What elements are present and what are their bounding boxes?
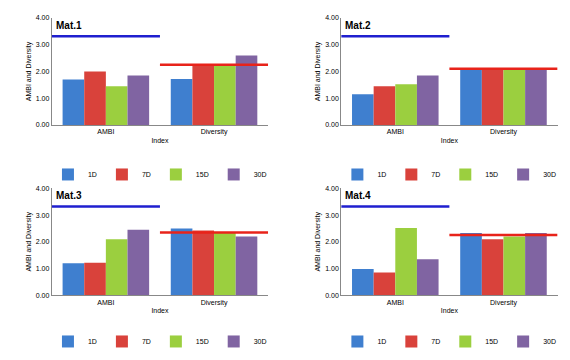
svg-text:15D: 15D [196, 338, 209, 345]
svg-text:1.00: 1.00 [36, 95, 50, 102]
svg-text:Mat.3: Mat.3 [56, 190, 82, 201]
svg-text:AMBI and Diversity: AMBI and Diversity [25, 41, 33, 101]
svg-text:7D: 7D [142, 338, 151, 345]
svg-text:7D: 7D [142, 171, 151, 178]
svg-text:Index: Index [441, 137, 459, 144]
svg-text:AMBI and Diversity: AMBI and Diversity [314, 212, 322, 272]
svg-text:3.00: 3.00 [325, 41, 339, 48]
svg-text:7D: 7D [431, 171, 440, 178]
svg-text:1.00: 1.00 [36, 265, 50, 272]
svg-text:1.00: 1.00 [325, 95, 339, 102]
svg-text:AMBI and Diversity: AMBI and Diversity [314, 41, 322, 101]
svg-text:2.00: 2.00 [36, 68, 50, 75]
svg-text:Mat.4: Mat.4 [345, 190, 371, 201]
svg-text:1D: 1D [88, 338, 97, 345]
svg-text:4.00: 4.00 [325, 185, 339, 192]
svg-text:3.00: 3.00 [36, 41, 50, 48]
svg-text:1D: 1D [377, 338, 386, 345]
svg-text:AMBI: AMBI [97, 128, 114, 135]
svg-text:AMBI: AMBI [387, 299, 404, 306]
svg-text:1.00: 1.00 [325, 265, 339, 272]
svg-text:Diversity: Diversity [201, 299, 228, 307]
svg-text:2.00: 2.00 [36, 238, 50, 245]
svg-text:4.00: 4.00 [36, 14, 50, 21]
svg-text:AMBI: AMBI [387, 128, 404, 135]
svg-text:Index: Index [151, 137, 169, 144]
svg-text:7D: 7D [431, 338, 440, 345]
svg-text:0.00: 0.00 [325, 292, 339, 299]
svg-text:15D: 15D [485, 171, 498, 178]
svg-text:Mat.1: Mat.1 [56, 20, 82, 31]
svg-text:3.00: 3.00 [36, 212, 50, 219]
svg-text:30D: 30D [543, 171, 556, 178]
svg-text:Diversity: Diversity [490, 299, 517, 307]
svg-text:3.00: 3.00 [325, 212, 339, 219]
svg-text:AMBI: AMBI [97, 299, 114, 306]
svg-text:30D: 30D [543, 338, 556, 345]
svg-text:15D: 15D [485, 338, 498, 345]
svg-text:30D: 30D [254, 338, 267, 345]
svg-text:2.00: 2.00 [325, 68, 339, 75]
svg-text:Index: Index [151, 307, 169, 314]
svg-text:0.00: 0.00 [36, 292, 50, 299]
svg-text:0.00: 0.00 [36, 121, 50, 128]
svg-text:1D: 1D [377, 171, 386, 178]
svg-text:Diversity: Diversity [490, 128, 517, 136]
svg-text:0.00: 0.00 [325, 121, 339, 128]
svg-text:Mat.2: Mat.2 [345, 20, 371, 31]
svg-text:2.00: 2.00 [325, 238, 339, 245]
svg-text:AMBI and Diversity: AMBI and Diversity [25, 212, 33, 272]
svg-text:Diversity: Diversity [201, 128, 228, 136]
svg-text:Index: Index [441, 307, 459, 314]
svg-text:15D: 15D [196, 171, 209, 178]
svg-text:4.00: 4.00 [36, 185, 50, 192]
svg-text:30D: 30D [254, 171, 267, 178]
svg-text:4.00: 4.00 [325, 14, 339, 21]
svg-text:1D: 1D [88, 171, 97, 178]
